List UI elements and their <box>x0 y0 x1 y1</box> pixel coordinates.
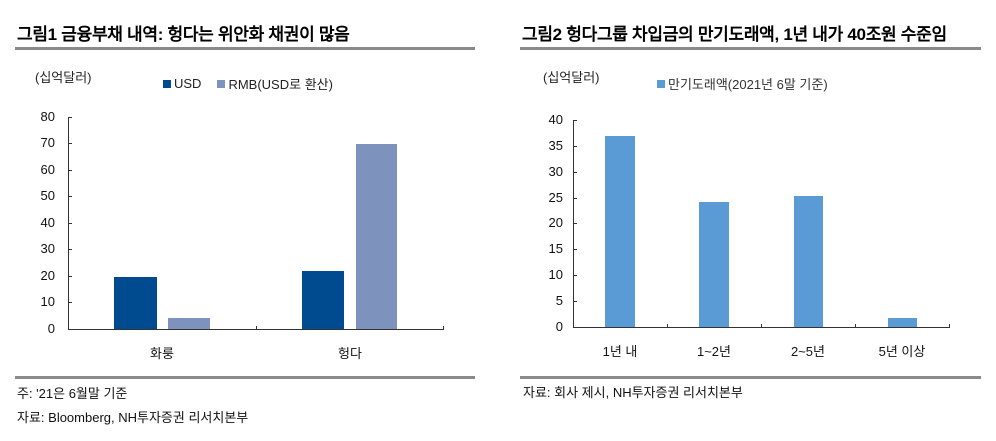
legend-label: RMB(USD로 환산) <box>228 77 333 92</box>
x-label-within-1y: 1년 내 <box>602 344 638 359</box>
x-label-evergrande: 헝다 <box>338 346 362 361</box>
y-tick-label: 20 <box>40 268 55 283</box>
y-tick <box>68 170 72 171</box>
figure-2-bottom-rule <box>520 376 981 379</box>
y-tick <box>68 249 72 250</box>
y-tick-label: 50 <box>40 188 55 203</box>
y-tick-label: 30 <box>40 241 55 256</box>
bar-over-5y <box>888 318 917 327</box>
y-tick-label: 0 <box>47 321 55 336</box>
y-tick-label: 30 <box>548 164 563 179</box>
y-tick-label: 5 <box>555 293 563 308</box>
bar-evergrande-rmb <box>356 144 397 329</box>
x-tick <box>256 326 257 329</box>
y-tick-label: 70 <box>40 135 55 150</box>
x-tick <box>667 324 668 327</box>
x-axis <box>573 327 950 328</box>
y-tick <box>573 275 577 276</box>
legend-item-usd: USD <box>163 76 201 91</box>
y-tick-label: 35 <box>548 138 563 153</box>
y-tick <box>573 301 577 302</box>
x-label-over-5y: 5년 이상 <box>878 344 926 359</box>
x-tick <box>855 324 856 327</box>
x-tick <box>761 324 762 327</box>
y-tick <box>573 120 577 121</box>
y-tick <box>68 302 72 303</box>
figure-1-top-rule <box>15 47 475 50</box>
x-label-hualong: 화룽 <box>150 346 174 361</box>
y-tick <box>68 117 72 118</box>
x-label-1-2y: 1~2년 <box>696 344 731 359</box>
y-tick <box>573 146 577 147</box>
bar-hualong-usd <box>114 277 157 329</box>
y-tick <box>68 143 72 144</box>
figure-1-unit-label: (십억달러) <box>35 70 92 85</box>
y-tick-label: 10 <box>40 294 55 309</box>
y-tick-label: 40 <box>40 215 55 230</box>
y-tick-label: 60 <box>40 162 55 177</box>
figure-2-title: 그림2 헝다그룹 차입금의 만기도래액, 1년 내가 40조원 수준임 <box>522 25 947 44</box>
y-tick-label: 15 <box>548 241 563 256</box>
y-tick-label: 25 <box>548 190 563 205</box>
legend-item-maturity: 만기도래액(2021년 6말 기준) <box>657 74 828 93</box>
y-tick-label: 20 <box>548 215 563 230</box>
bar-2-5y <box>794 196 823 327</box>
figure-1-source: 자료: Bloomberg, NH투자증권 리서치본부 <box>17 410 249 425</box>
y-tick-label: 0 <box>555 319 563 334</box>
figure-1-bottom-rule <box>15 376 475 379</box>
legend-swatch-usd <box>163 79 171 88</box>
x-tick <box>443 326 444 329</box>
figure-1-legend: USD RMB(USD로 환산) <box>163 74 349 93</box>
bar-hualong-rmb <box>168 318 210 329</box>
y-tick <box>68 276 72 277</box>
x-tick <box>949 324 950 327</box>
y-tick-label: 10 <box>548 267 563 282</box>
y-tick <box>573 223 577 224</box>
figure-2-source: 자료: 회사 제시, NH투자증권 리서치본부 <box>523 385 743 400</box>
y-tick <box>573 172 577 173</box>
figure-1-note: 주: '21은 6월말 기준 <box>17 386 128 401</box>
x-label-2-5y: 2~5년 <box>790 344 825 359</box>
figure-1-title: 그림1 금융부채 내역: 헝다는 위안화 채권이 많음 <box>17 25 350 44</box>
y-tick-label: 80 <box>40 109 55 124</box>
y-tick-label: 40 <box>548 112 563 127</box>
bar-evergrande-usd <box>302 271 344 329</box>
bar-1-2y <box>699 202 729 327</box>
figure-2-unit-label: (십억달러) <box>543 70 600 85</box>
bar-within-1y <box>605 136 635 327</box>
legend-swatch-maturity <box>657 79 665 88</box>
legend-swatch-rmb <box>217 79 226 88</box>
figure-2-top-rule <box>520 47 981 50</box>
legend-item-rmb: RMB(USD로 환산) <box>217 74 333 93</box>
x-axis <box>68 329 444 330</box>
figure-2-legend: 만기도래액(2021년 6말 기준) <box>657 74 844 93</box>
y-tick <box>573 249 577 250</box>
y-tick <box>68 196 72 197</box>
legend-label: 만기도래액(2021년 6말 기준) <box>668 77 828 92</box>
y-tick <box>68 223 72 224</box>
y-tick <box>573 198 577 199</box>
legend-label: USD <box>174 76 202 91</box>
